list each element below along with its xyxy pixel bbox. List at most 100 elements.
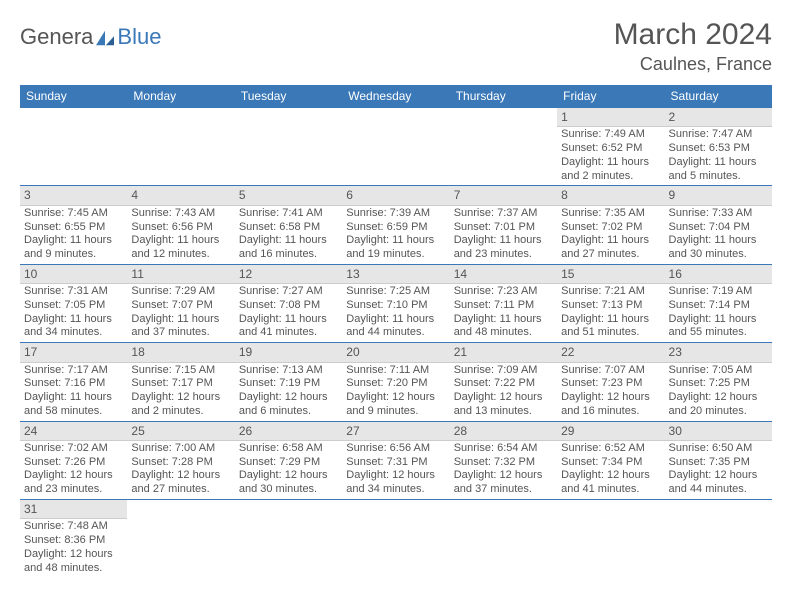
day-number: 16 [665,265,772,284]
sunset-text: Sunset: 6:59 PM [346,221,445,235]
day-details: Sunrise: 7:37 AMSunset: 7:01 PMDaylight:… [450,206,557,264]
day-details: Sunrise: 6:52 AMSunset: 7:34 PMDaylight:… [557,441,664,499]
sunset-text: Sunset: 6:53 PM [669,142,768,156]
brand-part1: Genera [20,24,93,50]
sunrise-text: Sunrise: 7:00 AM [131,442,230,456]
calendar-cell [557,499,664,577]
sunrise-text: Sunrise: 7:11 AM [346,364,445,378]
sunrise-text: Sunrise: 7:48 AM [24,520,123,534]
day-number: 11 [127,265,234,284]
day-number: 19 [235,343,342,362]
day-details: Sunrise: 7:27 AMSunset: 7:08 PMDaylight:… [235,284,342,342]
sunset-text: Sunset: 7:22 PM [454,377,553,391]
weekday-header: Friday [557,85,664,108]
day-number: 25 [127,422,234,441]
sunrise-text: Sunrise: 7:15 AM [131,364,230,378]
calendar-cell: 7Sunrise: 7:37 AMSunset: 7:01 PMDaylight… [450,186,557,264]
calendar-cell: 4Sunrise: 7:43 AMSunset: 6:56 PMDaylight… [127,186,234,264]
daylight-text: Daylight: 11 hours and 12 minutes. [131,234,230,262]
sunrise-text: Sunrise: 6:54 AM [454,442,553,456]
daylight-text: Daylight: 11 hours and 41 minutes. [239,313,338,341]
daylight-text: Daylight: 11 hours and 44 minutes. [346,313,445,341]
daylight-text: Daylight: 11 hours and 55 minutes. [669,313,768,341]
sunset-text: Sunset: 7:32 PM [454,456,553,470]
sunrise-text: Sunrise: 6:50 AM [669,442,768,456]
sunset-text: Sunset: 7:08 PM [239,299,338,313]
calendar-table: SundayMondayTuesdayWednesdayThursdayFrid… [20,85,772,577]
daylight-text: Daylight: 12 hours and 27 minutes. [131,469,230,497]
sunset-text: Sunset: 6:55 PM [24,221,123,235]
day-details: Sunrise: 7:49 AMSunset: 6:52 PMDaylight:… [557,127,664,185]
calendar-cell [342,108,449,186]
weekday-header: Monday [127,85,234,108]
weekday-row: SundayMondayTuesdayWednesdayThursdayFrid… [20,85,772,108]
day-number: 23 [665,343,772,362]
calendar-cell [450,108,557,186]
page-title: March 2024 [614,18,772,52]
calendar-cell: 8Sunrise: 7:35 AMSunset: 7:02 PMDaylight… [557,186,664,264]
weekday-header: Sunday [20,85,127,108]
sunset-text: Sunset: 7:16 PM [24,377,123,391]
day-details: Sunrise: 6:50 AMSunset: 7:35 PMDaylight:… [665,441,772,499]
calendar-cell: 31Sunrise: 7:48 AMSunset: 8:36 PMDayligh… [20,499,127,577]
sunset-text: Sunset: 7:19 PM [239,377,338,391]
calendar-cell: 5Sunrise: 7:41 AMSunset: 6:58 PMDaylight… [235,186,342,264]
day-number: 17 [20,343,127,362]
calendar-cell: 24Sunrise: 7:02 AMSunset: 7:26 PMDayligh… [20,421,127,499]
day-number: 20 [342,343,449,362]
day-details: Sunrise: 7:13 AMSunset: 7:19 PMDaylight:… [235,363,342,421]
page-header: GeneraBlue March 2024 Caulnes, France [20,18,772,75]
calendar-cell: 28Sunrise: 6:54 AMSunset: 7:32 PMDayligh… [450,421,557,499]
day-number: 24 [20,422,127,441]
calendar-cell [342,499,449,577]
sunrise-text: Sunrise: 6:56 AM [346,442,445,456]
sunrise-text: Sunrise: 7:29 AM [131,285,230,299]
calendar-cell: 29Sunrise: 6:52 AMSunset: 7:34 PMDayligh… [557,421,664,499]
calendar-cell: 3Sunrise: 7:45 AMSunset: 6:55 PMDaylight… [20,186,127,264]
sunrise-text: Sunrise: 7:37 AM [454,207,553,221]
calendar-cell: 17Sunrise: 7:17 AMSunset: 7:16 PMDayligh… [20,343,127,421]
daylight-text: Daylight: 12 hours and 30 minutes. [239,469,338,497]
sunrise-text: Sunrise: 7:33 AM [669,207,768,221]
day-details: Sunrise: 6:56 AMSunset: 7:31 PMDaylight:… [342,441,449,499]
day-details: Sunrise: 7:19 AMSunset: 7:14 PMDaylight:… [665,284,772,342]
day-details: Sunrise: 7:41 AMSunset: 6:58 PMDaylight:… [235,206,342,264]
day-number: 30 [665,422,772,441]
sunset-text: Sunset: 7:25 PM [669,377,768,391]
calendar-cell: 26Sunrise: 6:58 AMSunset: 7:29 PMDayligh… [235,421,342,499]
calendar-cell [20,108,127,186]
calendar-cell [127,499,234,577]
calendar-cell: 25Sunrise: 7:00 AMSunset: 7:28 PMDayligh… [127,421,234,499]
sunset-text: Sunset: 6:56 PM [131,221,230,235]
sunrise-text: Sunrise: 7:02 AM [24,442,123,456]
sunrise-text: Sunrise: 7:47 AM [669,128,768,142]
day-number: 18 [127,343,234,362]
daylight-text: Daylight: 11 hours and 37 minutes. [131,313,230,341]
sunrise-text: Sunrise: 7:07 AM [561,364,660,378]
day-details: Sunrise: 7:31 AMSunset: 7:05 PMDaylight:… [20,284,127,342]
day-number: 26 [235,422,342,441]
day-number: 5 [235,186,342,205]
day-details: Sunrise: 7:02 AMSunset: 7:26 PMDaylight:… [20,441,127,499]
day-number: 2 [665,108,772,127]
sunrise-text: Sunrise: 7:09 AM [454,364,553,378]
title-block: March 2024 Caulnes, France [614,18,772,75]
calendar-cell: 1Sunrise: 7:49 AMSunset: 6:52 PMDaylight… [557,108,664,186]
daylight-text: Daylight: 12 hours and 37 minutes. [454,469,553,497]
sunrise-text: Sunrise: 6:58 AM [239,442,338,456]
sunset-text: Sunset: 6:52 PM [561,142,660,156]
day-details: Sunrise: 7:15 AMSunset: 7:17 PMDaylight:… [127,363,234,421]
calendar-cell: 9Sunrise: 7:33 AMSunset: 7:04 PMDaylight… [665,186,772,264]
day-details: Sunrise: 7:23 AMSunset: 7:11 PMDaylight:… [450,284,557,342]
calendar-week: 24Sunrise: 7:02 AMSunset: 7:26 PMDayligh… [20,421,772,499]
calendar-cell: 12Sunrise: 7:27 AMSunset: 7:08 PMDayligh… [235,264,342,342]
calendar-cell: 6Sunrise: 7:39 AMSunset: 6:59 PMDaylight… [342,186,449,264]
brand-logo: GeneraBlue [20,24,161,50]
calendar-head: SundayMondayTuesdayWednesdayThursdayFrid… [20,85,772,108]
daylight-text: Daylight: 11 hours and 48 minutes. [454,313,553,341]
day-details: Sunrise: 7:43 AMSunset: 6:56 PMDaylight:… [127,206,234,264]
day-number: 29 [557,422,664,441]
day-details: Sunrise: 6:54 AMSunset: 7:32 PMDaylight:… [450,441,557,499]
day-details: Sunrise: 7:33 AMSunset: 7:04 PMDaylight:… [665,206,772,264]
calendar-cell: 30Sunrise: 6:50 AMSunset: 7:35 PMDayligh… [665,421,772,499]
